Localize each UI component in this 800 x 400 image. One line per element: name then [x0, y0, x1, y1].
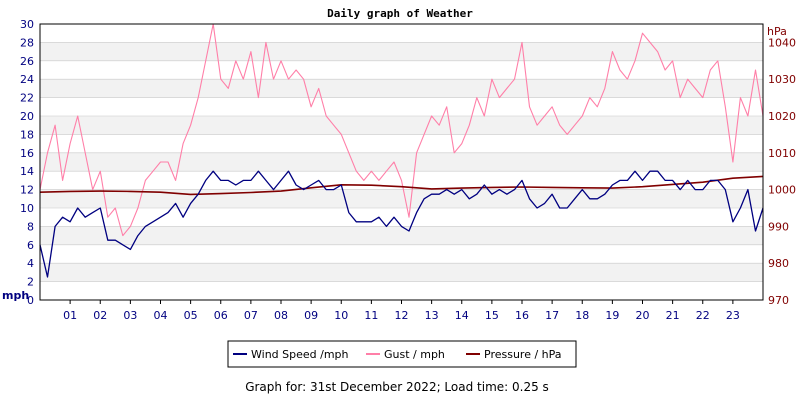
- legend: Wind Speed /mph Gust / mph Pressure / hP…: [227, 340, 577, 368]
- grid-band: [40, 42, 763, 61]
- grid-band: [40, 152, 763, 172]
- x-tick-label: 16: [515, 309, 529, 322]
- left-tick-label: 24: [20, 73, 34, 86]
- footer-text: Graph for: 31st December 2022; Load time…: [245, 380, 549, 394]
- right-tick-label: 980: [768, 257, 789, 270]
- x-tick-label: 05: [184, 309, 198, 322]
- wind-speed-line: [39, 170, 764, 278]
- x-tick-label: 03: [123, 309, 137, 322]
- x-tick-label: 22: [696, 309, 710, 322]
- left-tick-label: 2: [27, 276, 34, 289]
- grid-band: [40, 263, 763, 282]
- x-tick-label: 11: [364, 309, 378, 322]
- x-tick-label: 18: [575, 309, 589, 322]
- left-tick-label: 26: [20, 55, 34, 68]
- left-tick-label: 10: [20, 202, 34, 215]
- right-tick-label: 1020: [768, 110, 796, 123]
- grid-band: [40, 116, 763, 135]
- gust-line: [39, 23, 764, 237]
- right-axis-ticks: 970 980 990 1000 1010 1020 1030 1040: [768, 36, 796, 307]
- left-tick-label: 22: [20, 92, 34, 105]
- x-tick-label: 08: [274, 309, 288, 322]
- right-tick-label: 1010: [768, 147, 796, 160]
- grid-bands: [40, 42, 763, 282]
- x-tick-label: 21: [666, 309, 680, 322]
- pressure-line: [39, 175, 764, 196]
- x-tick-label: 13: [425, 309, 439, 322]
- chart-title: Daily graph of Weather: [327, 7, 473, 20]
- x-tick-label: 02: [93, 309, 107, 322]
- x-tick-label: 19: [605, 309, 619, 322]
- x-tick-label: 20: [636, 309, 650, 322]
- legend-box: [227, 340, 577, 368]
- left-tick-label: 12: [20, 184, 34, 197]
- x-tick-label: 09: [304, 309, 318, 322]
- left-tick-label: 30: [20, 18, 34, 31]
- left-tick-label: 14: [20, 165, 34, 178]
- x-tick-label: 14: [455, 309, 469, 322]
- right-axis-unit: hPa: [767, 25, 787, 38]
- left-tick-label: 20: [20, 110, 34, 123]
- legend-pressure-label: Pressure / hPa: [484, 348, 562, 361]
- right-tick-label: 1000: [768, 184, 796, 197]
- left-tick-label: 6: [27, 239, 34, 252]
- grid-band: [40, 226, 763, 245]
- left-tick-label: 8: [27, 220, 34, 233]
- left-tick-label: 0: [27, 294, 34, 307]
- left-tick-label: 4: [27, 257, 34, 270]
- x-tick-label: 15: [485, 309, 499, 322]
- x-tick-label: 12: [395, 309, 409, 322]
- x-tick-label: 17: [545, 309, 559, 322]
- left-tick-label: 16: [20, 147, 34, 160]
- x-tick-label: 01: [63, 309, 77, 322]
- right-tick-label: 1030: [768, 73, 796, 86]
- right-tick-label: 1040: [768, 36, 796, 49]
- x-tick-label: 06: [214, 309, 228, 322]
- left-axis-unit: mph: [2, 289, 29, 302]
- x-tick-label: 23: [726, 309, 740, 322]
- x-tick-label: 04: [154, 309, 168, 322]
- legend-gust-label: Gust / mph: [384, 348, 445, 361]
- grid-band: [40, 79, 763, 98]
- legend-wind-label: Wind Speed /mph: [251, 348, 349, 361]
- right-tick-label: 990: [768, 220, 789, 233]
- right-tick-label: 970: [768, 294, 789, 307]
- x-axis-ticks: 01 02 03 04 05 06 07 08 09 10 11 12 13 14 15 16 17 18 19 20…: [63, 300, 740, 322]
- left-tick-label: 18: [20, 128, 34, 141]
- left-tick-label: 28: [20, 36, 34, 49]
- series-layer: [39, 23, 764, 278]
- x-tick-label: 10: [334, 309, 348, 322]
- x-tick-label: 07: [244, 309, 258, 322]
